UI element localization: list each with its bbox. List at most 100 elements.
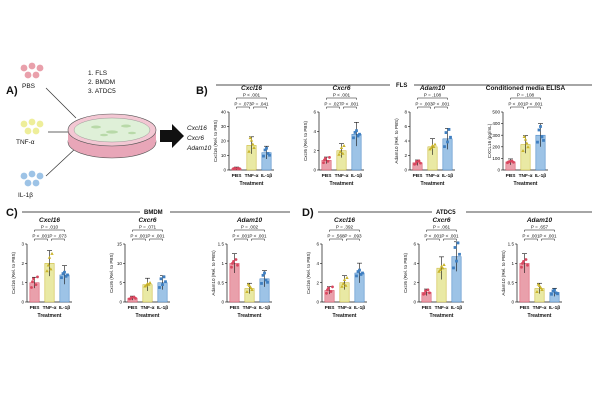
data-point	[268, 153, 271, 157]
data-point	[539, 285, 543, 289]
data-point	[356, 134, 360, 138]
data-point	[415, 160, 418, 164]
data-point	[238, 167, 241, 171]
y-tick-label: 0	[413, 300, 416, 305]
y-axis-label: Cxcl16 (Rel. to PBS)	[11, 251, 16, 294]
category-label: IL-1β	[442, 173, 454, 179]
data-point	[551, 289, 555, 293]
x-axis-label: Treatment	[421, 181, 445, 187]
data-point	[340, 284, 344, 288]
data-point	[61, 272, 65, 275]
p-value-label: P < .001	[32, 234, 50, 239]
y-tick-label: 0	[119, 300, 122, 305]
p-value-label: P = .568	[327, 234, 345, 239]
data-point	[521, 261, 524, 265]
category-label: TNF-α	[519, 173, 533, 179]
p-value-label: P = .093	[344, 234, 362, 239]
x-axis-label: Treatment	[38, 313, 62, 319]
category-label: IL-1β	[354, 305, 366, 311]
data-point	[248, 136, 252, 140]
data-point	[162, 275, 166, 279]
y-tick-label: 1.5	[218, 242, 225, 247]
y-tick-label: 300	[492, 133, 500, 138]
chart-title: Cxcr6	[138, 217, 156, 224]
data-point	[536, 140, 539, 144]
p-value-label: P = .108	[424, 93, 442, 98]
p-value-label: P = .392	[336, 225, 354, 230]
data-point	[556, 292, 559, 296]
category-label: PBS	[520, 305, 531, 311]
y-tick-label: 30	[221, 124, 227, 129]
data-point	[50, 251, 54, 255]
data-point	[331, 285, 334, 289]
data-point	[449, 135, 452, 139]
data-point	[524, 258, 528, 261]
data-point	[433, 142, 437, 146]
y-axis-label: Adam10 (Rel. to PBS)	[394, 118, 399, 164]
chart-b3: Adam10 0 2 4 6 8 Adam10 (Rel. to PBS) Treatment…	[394, 85, 455, 187]
data-point	[251, 142, 255, 146]
data-point	[147, 282, 151, 286]
data-point	[540, 135, 544, 139]
y-axis-label: CXCL16 (pg/mL)	[487, 123, 492, 158]
y-tick-label: 1	[21, 280, 24, 285]
il1b-dots	[20, 170, 44, 187]
data-point	[417, 159, 421, 163]
data-point	[520, 265, 523, 269]
y-tick-label: 1.5	[508, 242, 515, 247]
data-point	[455, 259, 458, 263]
data-point	[49, 267, 53, 271]
data-point	[263, 148, 267, 152]
category-label: TNF-α	[338, 305, 352, 311]
y-tick-label: 0	[21, 300, 24, 305]
category-label: IL-1β	[59, 305, 71, 311]
data-point	[233, 167, 236, 170]
p-value-label: P < .001	[147, 234, 165, 239]
p-value-label: P = .108	[517, 93, 535, 98]
category-label: IL-1β	[451, 305, 463, 311]
x-axis-label: Treatment	[238, 313, 262, 319]
data-point	[342, 277, 347, 281]
data-point	[458, 252, 461, 256]
data-point	[525, 141, 529, 145]
y-axis-label: Cxcl16 (Rel. to PBS)	[213, 119, 218, 162]
cell-type-1: 1. FLS	[88, 70, 108, 77]
x-axis-label: Treatment	[136, 313, 160, 319]
data-point	[429, 146, 433, 150]
tnf-dots	[20, 118, 44, 135]
y-tick-label: 4	[313, 129, 316, 134]
data-point	[266, 152, 270, 155]
y-tick-label: 0.5	[508, 280, 515, 285]
data-point	[452, 266, 455, 270]
atdc5-header: ATDC5	[436, 210, 456, 216]
y-tick-label: 15	[117, 242, 123, 247]
chart-title: Adam10	[419, 85, 446, 92]
x-axis-label: Treatment	[333, 313, 357, 319]
cell-type-3: 3. ATDC5	[88, 88, 116, 95]
x-axis-label: Treatment	[514, 181, 538, 187]
data-point	[34, 283, 38, 286]
result-arrow-icon	[160, 124, 184, 148]
p-value-label: P = .657	[531, 225, 549, 230]
p-value-label: P < .001	[333, 93, 351, 98]
chart-title: Cxcl16	[241, 85, 262, 92]
data-point	[245, 290, 249, 294]
data-point	[344, 283, 348, 287]
data-point	[443, 145, 446, 149]
data-point	[361, 271, 364, 275]
data-point	[236, 263, 239, 267]
data-point	[234, 258, 238, 261]
data-point	[134, 296, 137, 300]
data-point	[231, 261, 234, 265]
y-tick-label: 0	[497, 168, 500, 173]
category-label: IL-1β	[259, 305, 271, 311]
group-label-pbs: PBS	[22, 83, 36, 90]
data-point	[446, 140, 449, 144]
data-point	[553, 288, 556, 292]
group-label-il1b: IL-1β	[18, 192, 33, 199]
data-point	[266, 280, 269, 284]
data-point	[536, 282, 540, 286]
schematic-a: PBS TNF-α IL-1β 1. FLS 2. BMDM 3. ATDC5	[16, 62, 212, 199]
